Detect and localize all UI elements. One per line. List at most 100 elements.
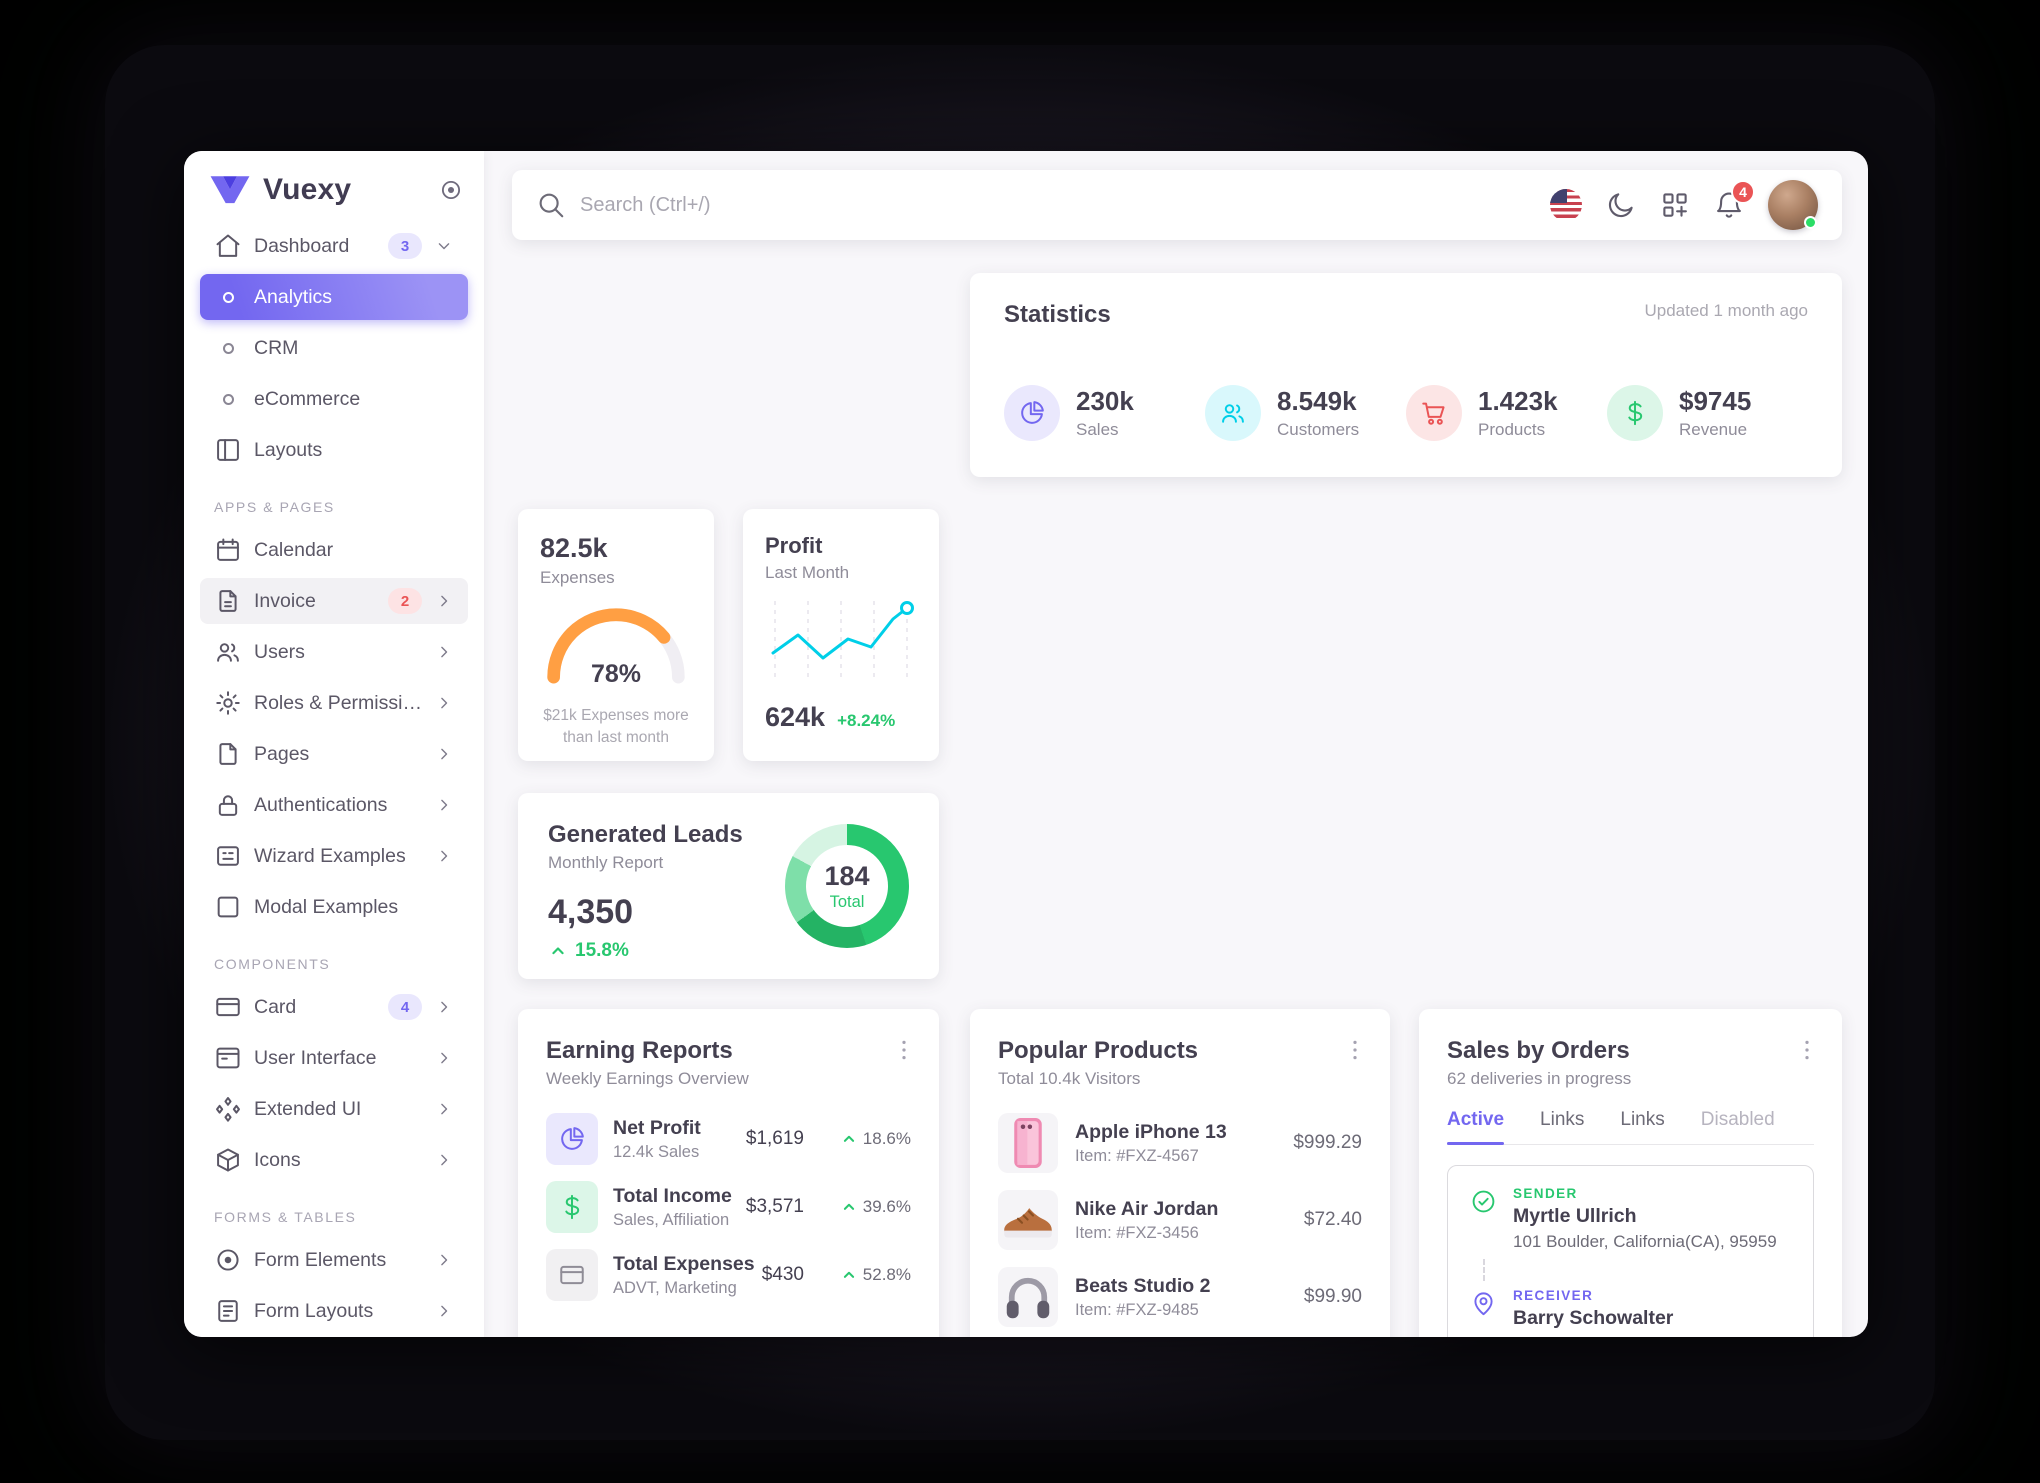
sidebar-item-analytics[interactable]: Analytics (200, 274, 468, 320)
chev-right-icon (434, 1250, 454, 1270)
product-text: Nike Air Jordan Item: #FXZ-3456 (1075, 1198, 1287, 1243)
receiver-name: Barry Schowalter (1513, 1307, 1674, 1329)
calendar-icon (214, 536, 242, 564)
language-flag-icon[interactable] (1550, 189, 1582, 221)
sidebar-pin-toggle-icon[interactable] (438, 177, 464, 203)
product-name: Beats Studio 2 (1075, 1274, 1211, 1297)
profit-value: 624k (765, 702, 826, 732)
sidebar-item-form-elements[interactable]: Form Elements (200, 1237, 468, 1283)
kebab-menu-icon[interactable] (891, 1037, 917, 1063)
earning-row-title: Net Profit (613, 1116, 701, 1139)
invoice-icon (214, 587, 242, 615)
stat-label: Sales (1076, 420, 1119, 439)
brand: Vuexy (184, 151, 484, 221)
popular-products-title: Popular Products (998, 1037, 1199, 1064)
sidebar-item-dashboard[interactable]: Dashboard 3 (200, 223, 468, 269)
sidebar-item-label: Extended UI (254, 1097, 362, 1120)
sidebar-item-users[interactable]: Users (200, 629, 468, 675)
earning-row-total-income[interactable]: Total Income Sales, Affiliation $3,571 39.6… (546, 1181, 911, 1233)
kebab-menu-icon[interactable] (1342, 1037, 1368, 1063)
settings-icon (214, 689, 242, 717)
orders-tabs: Active Links Links Disabled (1447, 1109, 1814, 1145)
users-icon (1205, 385, 1261, 441)
chev-right-icon (434, 795, 454, 815)
product-rows: Apple iPhone 13 Item: #FXZ-4567 $999.29 Nik… (998, 1113, 1362, 1327)
sidebar-item-user-interface[interactable]: User Interface (200, 1035, 468, 1081)
sidebar-item-modal-examples[interactable]: Modal Examples (200, 884, 468, 930)
statistics-title: Statistics (1004, 301, 1111, 328)
user-avatar[interactable] (1768, 180, 1818, 230)
topbar-actions: 4 (1550, 180, 1818, 230)
product-row-beats-studio-2[interactable]: Beats Studio 2 Item: #FXZ-9485 $99.90 (998, 1267, 1362, 1327)
sidebar-item-pages[interactable]: Pages (200, 731, 468, 777)
leads-value: 4,350 (548, 893, 634, 931)
chev-down-icon (434, 236, 454, 256)
sales-by-orders-subtitle: 62 deliveries in progress (1447, 1069, 1632, 1088)
product-row-apple-iphone-13[interactable]: Apple iPhone 13 Item: #FXZ-4567 $999.29 (998, 1113, 1362, 1173)
leads-subtitle: Monthly Report (548, 853, 664, 872)
sidebar-item-calendar[interactable]: Calendar (200, 527, 468, 573)
earning-row-net-profit[interactable]: Net Profit 12.4k Sales $1,619 18.6% (546, 1113, 911, 1165)
statistics-updated: Updated 1 month ago (1644, 301, 1808, 320)
sidebar-item-label: Form Layouts (254, 1299, 374, 1322)
stat-text: $9745 Revenue (1679, 386, 1751, 440)
sidebar-item-label: Users (254, 640, 305, 663)
sidebar-item-card[interactable]: Card 4 (200, 984, 468, 1030)
product-item-code: Item: #FXZ-4567 (1075, 1146, 1199, 1165)
earning-row-total-expenses[interactable]: Total Expenses ADVT, Marketing $430 52.8% (546, 1249, 911, 1301)
expenses-card: 82.5k Expenses 78% $21k Expenses more th… (518, 509, 714, 761)
dollar-icon (546, 1181, 598, 1233)
square-icon (214, 893, 242, 921)
sidebar-item-layouts[interactable]: Layouts (200, 427, 468, 473)
notifications-bell-icon[interactable]: 4 (1714, 180, 1755, 220)
earning-row-text: Total Expenses ADVT, Marketing (613, 1253, 755, 1298)
sender-address: 101 Boulder, California(CA), 95959 (1513, 1232, 1777, 1251)
earning-row-amount: $1,619 (745, 1128, 804, 1149)
sender-name: Myrtle Ullrich (1513, 1205, 1637, 1227)
search-icon[interactable] (536, 190, 566, 220)
tab-active[interactable]: Active (1447, 1109, 1505, 1145)
dashboard-window: Vuexy Dashboard 3 Analytics CRM eCommerce Lay… (184, 151, 1868, 1337)
brand-name: Vuexy (263, 173, 352, 206)
earning-row-subtitle: Sales, Affiliation (613, 1210, 730, 1229)
sidebar-item-label: Invoice (254, 589, 316, 612)
bell-icon (1714, 190, 1744, 220)
dark-mode-moon-icon[interactable] (1606, 190, 1636, 220)
dollar-icon (1607, 385, 1663, 441)
sidebar-section-apps-pages: APPS & PAGES (214, 499, 335, 515)
product-text: Apple iPhone 13 Item: #FXZ-4567 (1075, 1121, 1276, 1166)
shortcuts-grid-icon[interactable] (1660, 190, 1690, 220)
chev-right-icon (434, 1301, 454, 1321)
chev-right-icon (434, 744, 454, 764)
sidebar-item-crm[interactable]: CRM (200, 325, 468, 371)
sidebar-item-wizard-examples[interactable]: Wizard Examples (200, 833, 468, 879)
product-price: $72.40 (1303, 1209, 1362, 1230)
sidebar-item-icons[interactable]: Icons (200, 1137, 468, 1183)
gauge-percent: 78% (590, 660, 642, 688)
diamonds-icon (214, 1095, 242, 1123)
tab-disabled[interactable]: Disabled (1700, 1109, 1775, 1130)
earning-row-title: Total Income (613, 1184, 732, 1207)
stat-text: 8.549k Customers (1277, 386, 1359, 440)
sidebar-item-ecommerce[interactable]: eCommerce (200, 376, 468, 422)
tab-links[interactable]: Links (1540, 1109, 1585, 1130)
pie-icon (546, 1113, 598, 1165)
expenses-gauge-chart: 78% (540, 600, 692, 693)
kebab-menu-icon[interactable] (1794, 1037, 1820, 1063)
sidebar-item-form-layouts[interactable]: Form Layouts (200, 1288, 468, 1334)
search-input[interactable] (580, 193, 1536, 217)
cart-icon (1406, 385, 1462, 441)
sidebar-item-label: Calendar (254, 538, 334, 561)
sidebar-item-authentications[interactable]: Authentications (200, 782, 468, 828)
sidebar-item-roles-permissions[interactable]: Roles & Permissions (200, 680, 468, 726)
product-row-nike-air-jordan[interactable]: Nike Air Jordan Item: #FXZ-3456 $72.40 (998, 1190, 1362, 1250)
sidebar-item-extended-ui[interactable]: Extended UI (200, 1086, 468, 1132)
tab-links[interactable]: Links (1620, 1109, 1665, 1130)
change-value: 18.6% (862, 1129, 911, 1148)
sidebar-item-invoice[interactable]: Invoice 2 (200, 578, 468, 624)
earning-row-subtitle: 12.4k Sales (613, 1142, 700, 1161)
change-value: 39.6% (862, 1197, 911, 1216)
earning-row-subtitle: ADVT, Marketing (613, 1278, 737, 1297)
sidebar-item-label: User Interface (254, 1046, 377, 1069)
chev-right-icon (434, 1099, 454, 1119)
